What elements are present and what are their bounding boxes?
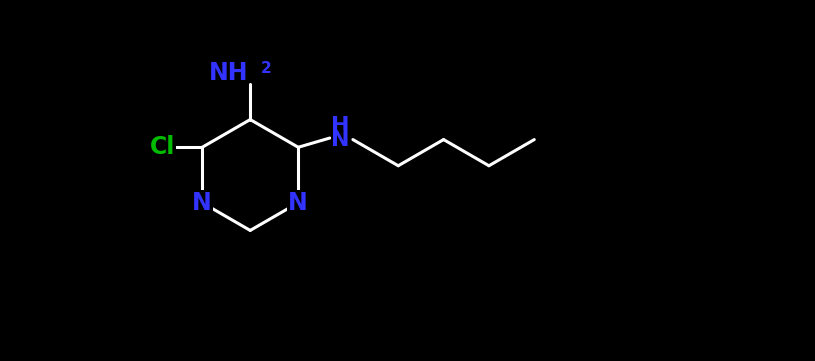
Text: H: H [332, 116, 350, 136]
Text: N: N [192, 191, 212, 215]
Text: Cl: Cl [149, 135, 175, 159]
Text: N: N [289, 191, 308, 215]
Text: 2: 2 [261, 61, 271, 76]
Text: NH: NH [209, 61, 249, 85]
Text: N: N [332, 130, 350, 149]
